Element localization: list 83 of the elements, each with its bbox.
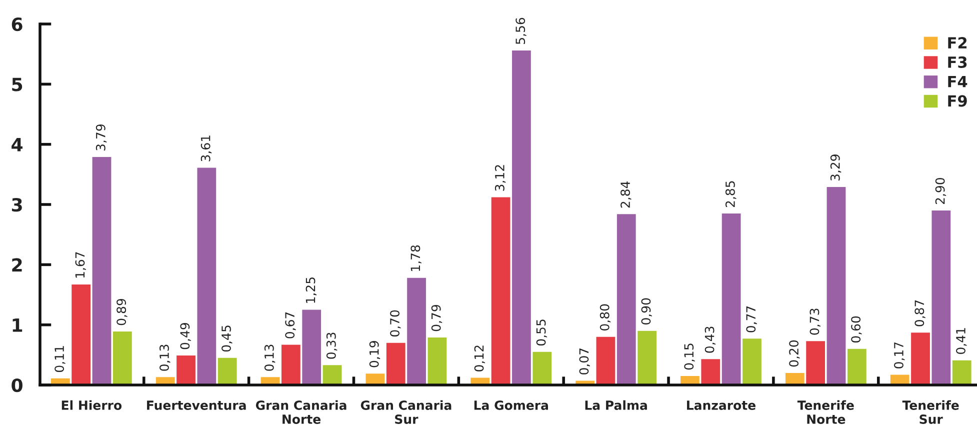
bar (932, 210, 951, 385)
data-label: 0,33 (326, 332, 338, 359)
data-label: 0,87 (914, 300, 926, 326)
y-tick-label: 4 (12, 138, 23, 152)
bar (638, 330, 656, 385)
data-label: 3,61 (200, 136, 212, 162)
y-tick-label: 2 (12, 258, 22, 272)
bar (386, 342, 406, 385)
x-tick-label: Gran Canaria Sur (360, 400, 452, 424)
y-tick-label: 1 (12, 318, 22, 332)
bar (512, 50, 531, 385)
data-label: 0,45 (222, 326, 232, 352)
y-tick-label: 3 (12, 198, 22, 212)
legend-label: F3 (948, 56, 967, 68)
data-label: 0,15 (684, 344, 695, 370)
data-label: 0,13 (264, 344, 276, 371)
bar (302, 310, 322, 385)
x-tick-label: El Hierro (62, 400, 122, 410)
y-tick-label: 0 (12, 378, 22, 392)
data-label: 0,67 (285, 312, 296, 338)
y-tick-label: 6 (12, 17, 22, 32)
bar (112, 331, 132, 385)
bar (72, 284, 91, 385)
bar (701, 359, 720, 385)
data-label: 0,41 (956, 328, 967, 354)
data-label: 2,90 (935, 178, 946, 204)
data-label: 0,79 (431, 304, 442, 332)
data-label: 0,07 (579, 348, 590, 374)
legend-label: F9 (948, 95, 967, 107)
x-tick-label: Fuerteventura (147, 400, 246, 410)
x-tick-label: La Gomera (474, 400, 548, 410)
data-label: 0,17 (894, 342, 905, 368)
data-label: 2,85 (725, 181, 736, 208)
data-label: 0,20 (789, 340, 800, 367)
data-label: 3,79 (96, 124, 107, 150)
bar (532, 352, 552, 385)
bar (281, 344, 300, 385)
x-tick-label: Lanzarote (687, 400, 756, 410)
bar (596, 336, 616, 385)
data-label: 2,84 (620, 181, 632, 208)
data-label: 0,43 (704, 326, 716, 353)
data-label: 0,55 (536, 320, 548, 346)
bar (826, 187, 846, 385)
legend-label: F4 (948, 76, 968, 88)
bar (197, 168, 216, 385)
bar (742, 338, 762, 385)
data-label: 0,19 (369, 341, 380, 368)
bar (911, 332, 930, 385)
legend-label: F2 (948, 37, 967, 48)
y-tick-label: 5 (12, 78, 22, 92)
data-label: 3,12 (494, 165, 506, 191)
bar (322, 365, 342, 385)
data-label: 0,73 (810, 308, 820, 335)
bar (92, 156, 112, 385)
bar (491, 197, 510, 385)
bar (847, 348, 866, 385)
bar (952, 360, 972, 385)
bar (616, 214, 636, 385)
data-label: 5,56 (516, 18, 526, 44)
data-label: 0,90 (641, 298, 652, 324)
data-label: 1,78 (410, 245, 422, 271)
bar (806, 341, 826, 385)
data-label: 0,12 (474, 346, 486, 372)
x-tick-label: La Palma (585, 400, 647, 410)
data-label: 0,70 (390, 310, 401, 337)
data-label: 3,29 (830, 154, 842, 181)
data-label: 1,67 (75, 252, 86, 278)
x-tick-label: Gran Canaria Norte (256, 400, 346, 424)
bar (176, 356, 196, 385)
data-label: 0,11 (54, 346, 66, 372)
bar (428, 337, 447, 385)
data-label: 0,13 (160, 344, 170, 371)
bar (407, 278, 426, 385)
x-tick-label: Tenerife Sur (902, 400, 959, 424)
data-label: 0,77 (746, 306, 757, 332)
bar (722, 214, 741, 385)
bar (218, 358, 237, 385)
data-label: 0,60 (851, 316, 862, 343)
data-label: 0,89 (116, 298, 128, 326)
data-label: 0,80 (600, 304, 611, 330)
x-tick-label: Tenerife Norte (797, 400, 854, 424)
data-label: 0,49 (180, 323, 191, 350)
data-label: 1,25 (306, 277, 317, 303)
